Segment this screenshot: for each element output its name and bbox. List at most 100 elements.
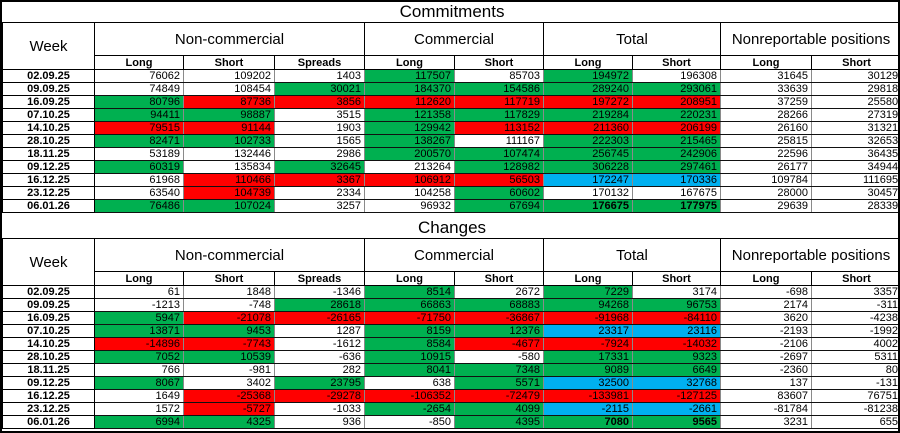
subheader-total-long: Long xyxy=(543,271,633,286)
value-cell: 94268 xyxy=(543,298,633,312)
value-cell: 12376 xyxy=(454,324,544,338)
group-commercial: Commercial xyxy=(364,238,544,272)
value-cell: -133981 xyxy=(543,389,633,403)
subheader-comm-long: Long xyxy=(364,271,455,286)
value-cell: 936 xyxy=(274,415,365,429)
value-cell: 6649 xyxy=(632,363,721,377)
value-cell: 306228 xyxy=(543,160,633,174)
value-cell: -21078 xyxy=(183,311,275,325)
week-cell: 23.12.25 xyxy=(2,402,95,416)
value-cell: 3357 xyxy=(811,285,898,299)
value-cell: 28000 xyxy=(720,186,812,200)
value-cell: 36435 xyxy=(810,147,898,161)
week-cell: 14.10.25 xyxy=(2,337,95,351)
value-cell: -2115 xyxy=(543,402,633,416)
value-cell: 132446 xyxy=(183,147,275,161)
value-cell: 76751 xyxy=(811,389,898,403)
subheader-nc-short: Short xyxy=(183,55,275,70)
value-cell: 2672 xyxy=(454,285,544,299)
value-cell: 31645 xyxy=(720,69,812,83)
value-cell: 30129 xyxy=(810,69,898,83)
week-cell: 16.12.25 xyxy=(2,173,95,187)
value-cell: -2360 xyxy=(720,363,812,377)
value-cell: -1612 xyxy=(274,337,365,351)
value-cell: 30457 xyxy=(810,186,898,200)
value-cell: 1903 xyxy=(274,121,365,135)
value-cell: 8041 xyxy=(364,363,455,377)
value-cell: 108454 xyxy=(183,82,275,96)
value-cell: 176675 xyxy=(543,199,633,213)
value-cell: 13871 xyxy=(94,324,184,338)
value-cell: -2697 xyxy=(720,350,812,364)
value-cell: 4099 xyxy=(454,402,544,416)
value-cell: 121358 xyxy=(364,108,455,122)
value-cell: 194972 xyxy=(543,69,633,83)
value-cell: 7052 xyxy=(94,350,184,364)
value-cell: 8584 xyxy=(364,337,455,351)
value-cell: -84110 xyxy=(632,311,721,325)
value-cell: 104739 xyxy=(183,186,275,200)
value-cell: 638 xyxy=(364,376,455,390)
value-cell: 766 xyxy=(94,363,184,377)
value-cell: 167675 xyxy=(632,186,721,200)
table-row: 09.09.25 -1213 -748 28618 66863 68883 94268 967… xyxy=(2,298,898,312)
value-cell: 111695 xyxy=(810,173,898,187)
value-cell: 107024 xyxy=(183,199,275,213)
value-cell: -748 xyxy=(183,298,275,312)
value-cell: -2654 xyxy=(364,402,455,416)
table-row: 07.10.25 94411 98887 3515 121358 117829 219284… xyxy=(2,108,898,122)
value-cell: 27319 xyxy=(810,108,898,122)
group-noncommercial: Non-commercial xyxy=(94,22,365,56)
value-cell: 211360 xyxy=(543,121,633,135)
value-cell: 220231 xyxy=(632,108,721,122)
value-cell: 7229 xyxy=(543,285,633,299)
value-cell: 34944 xyxy=(810,160,898,174)
value-cell: 79515 xyxy=(94,121,184,135)
value-cell: -106352 xyxy=(364,389,455,403)
value-cell: 23317 xyxy=(543,324,633,338)
value-cell: -91968 xyxy=(543,311,633,325)
value-cell: 98887 xyxy=(183,108,275,122)
value-cell: 6994 xyxy=(94,415,184,429)
value-cell: 26160 xyxy=(720,121,812,135)
value-cell: 76062 xyxy=(94,69,184,83)
table-row: 14.10.25 -14896 -7743 -1612 8584 -4677 -7924 -1… xyxy=(2,337,898,351)
value-cell: 107474 xyxy=(454,147,544,161)
value-cell: -698 xyxy=(720,285,812,299)
table-row: 14.10.25 79515 91144 1903 129942 113152 211360… xyxy=(2,121,898,135)
value-cell: 117829 xyxy=(454,108,544,122)
value-cell: 1848 xyxy=(183,285,275,299)
value-cell: 82471 xyxy=(94,134,184,148)
table-row: 16.12.25 61968 110466 3367 106912 56503 172247… xyxy=(2,173,898,187)
commitments-header: Commitments Week Non-commercial Commerci… xyxy=(2,2,898,70)
value-cell: 7348 xyxy=(454,363,544,377)
value-cell: 289240 xyxy=(543,82,633,96)
week-cell: 16.12.25 xyxy=(2,389,95,403)
table-row: 07.10.25 13871 9453 1287 8159 12376 23317 23116… xyxy=(2,324,898,338)
value-cell: 30021 xyxy=(274,82,365,96)
value-cell: 1572 xyxy=(94,402,184,416)
table-row: 09.09.25 74849 108454 30021 184370 154586 2892… xyxy=(2,82,898,96)
subheader-total-long: Long xyxy=(543,55,633,70)
subheader-nonrep-short: Short xyxy=(810,55,898,70)
week-cell: 09.09.25 xyxy=(2,82,95,96)
commitments-title: Commitments xyxy=(2,2,898,23)
changes-title: Changes xyxy=(2,218,898,239)
value-cell: 10539 xyxy=(183,350,275,364)
commitments-table: Commitments Week Non-commercial Commerci… xyxy=(2,2,898,213)
value-cell: 197272 xyxy=(543,95,633,109)
week-cell: 07.10.25 xyxy=(2,108,95,122)
value-cell: 9565 xyxy=(632,415,721,429)
value-cell: 113152 xyxy=(454,121,544,135)
week-cell: 18.11.25 xyxy=(2,147,95,161)
value-cell: 256745 xyxy=(543,147,633,161)
value-cell: 3402 xyxy=(183,376,275,390)
section-gap xyxy=(2,213,898,218)
value-cell: 17331 xyxy=(543,350,633,364)
week-cell: 02.09.25 xyxy=(2,69,95,83)
subheader-total-short: Short xyxy=(632,55,721,70)
value-cell: 67694 xyxy=(454,199,544,213)
table-row: 02.09.25 61 1848 -1346 8514 2672 7229 3174 -698 3… xyxy=(2,285,898,299)
subheader-total-short: Short xyxy=(632,271,721,286)
value-cell: -636 xyxy=(274,350,365,364)
